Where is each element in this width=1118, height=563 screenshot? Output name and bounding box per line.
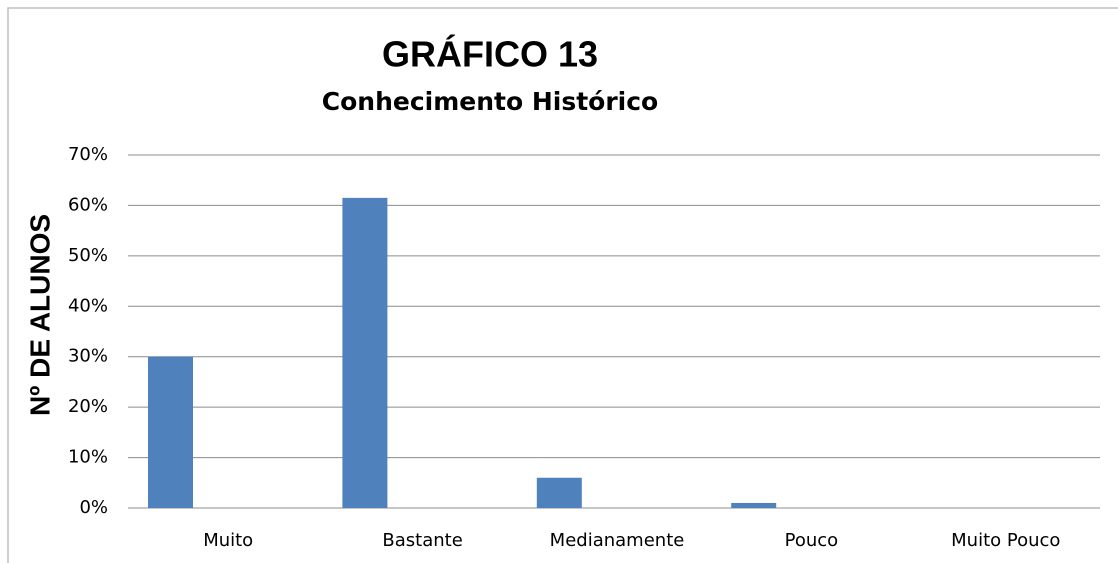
bar: [148, 356, 193, 508]
x-tick-label: Pouco: [785, 530, 839, 551]
y-tick-label: 0%: [79, 497, 108, 518]
chart-frame: [7, 7, 1118, 563]
y-tick-label: 50%: [68, 245, 108, 266]
x-tick-label: Medianamente: [550, 530, 685, 551]
x-tick-label: Muito: [203, 530, 253, 551]
y-tick-label: 20%: [68, 396, 108, 417]
bar: [731, 502, 777, 508]
bar: [536, 477, 582, 508]
y-tick-label: 30%: [68, 346, 108, 367]
x-tick-label: Bastante: [382, 530, 462, 551]
y-tick-label: 40%: [68, 295, 108, 316]
x-tick-label: Muito Pouco: [951, 530, 1060, 551]
chart-subtitle: Conhecimento Histórico: [322, 87, 659, 116]
y-axis-label: Nº DE ALUNOS: [24, 214, 55, 416]
y-tick-label: 60%: [68, 194, 108, 215]
chart-title: GRÁFICO 13: [382, 34, 598, 75]
y-tick-label: 70%: [68, 144, 108, 165]
bar: [342, 197, 388, 508]
y-tick-label: 10%: [68, 447, 108, 468]
